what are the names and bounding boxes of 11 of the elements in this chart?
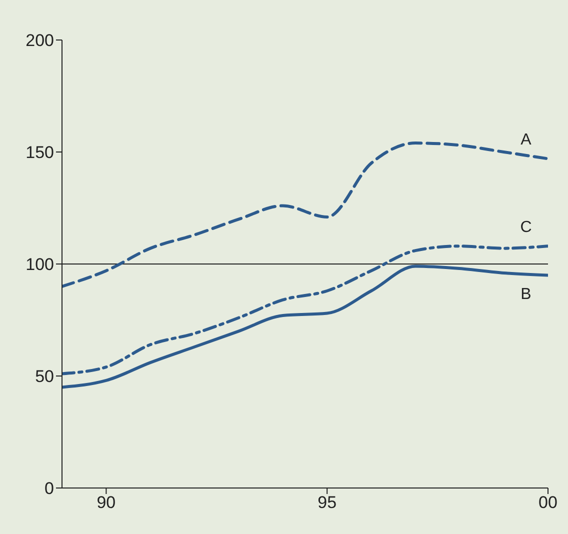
y-tick-label: 50	[35, 367, 54, 386]
x-tick-label: 90	[96, 493, 116, 512]
series-label: A	[520, 132, 532, 149]
series-label: C	[520, 219, 532, 236]
y-tick-label: 100	[26, 255, 54, 274]
x-tick-label: 00	[538, 493, 558, 512]
y-tick-label: 0	[44, 479, 54, 498]
y-tick-label: 200	[26, 31, 54, 50]
x-tick-label: 95	[318, 493, 337, 512]
y-tick-label: 150	[26, 143, 54, 162]
series-label: B	[520, 286, 532, 304]
